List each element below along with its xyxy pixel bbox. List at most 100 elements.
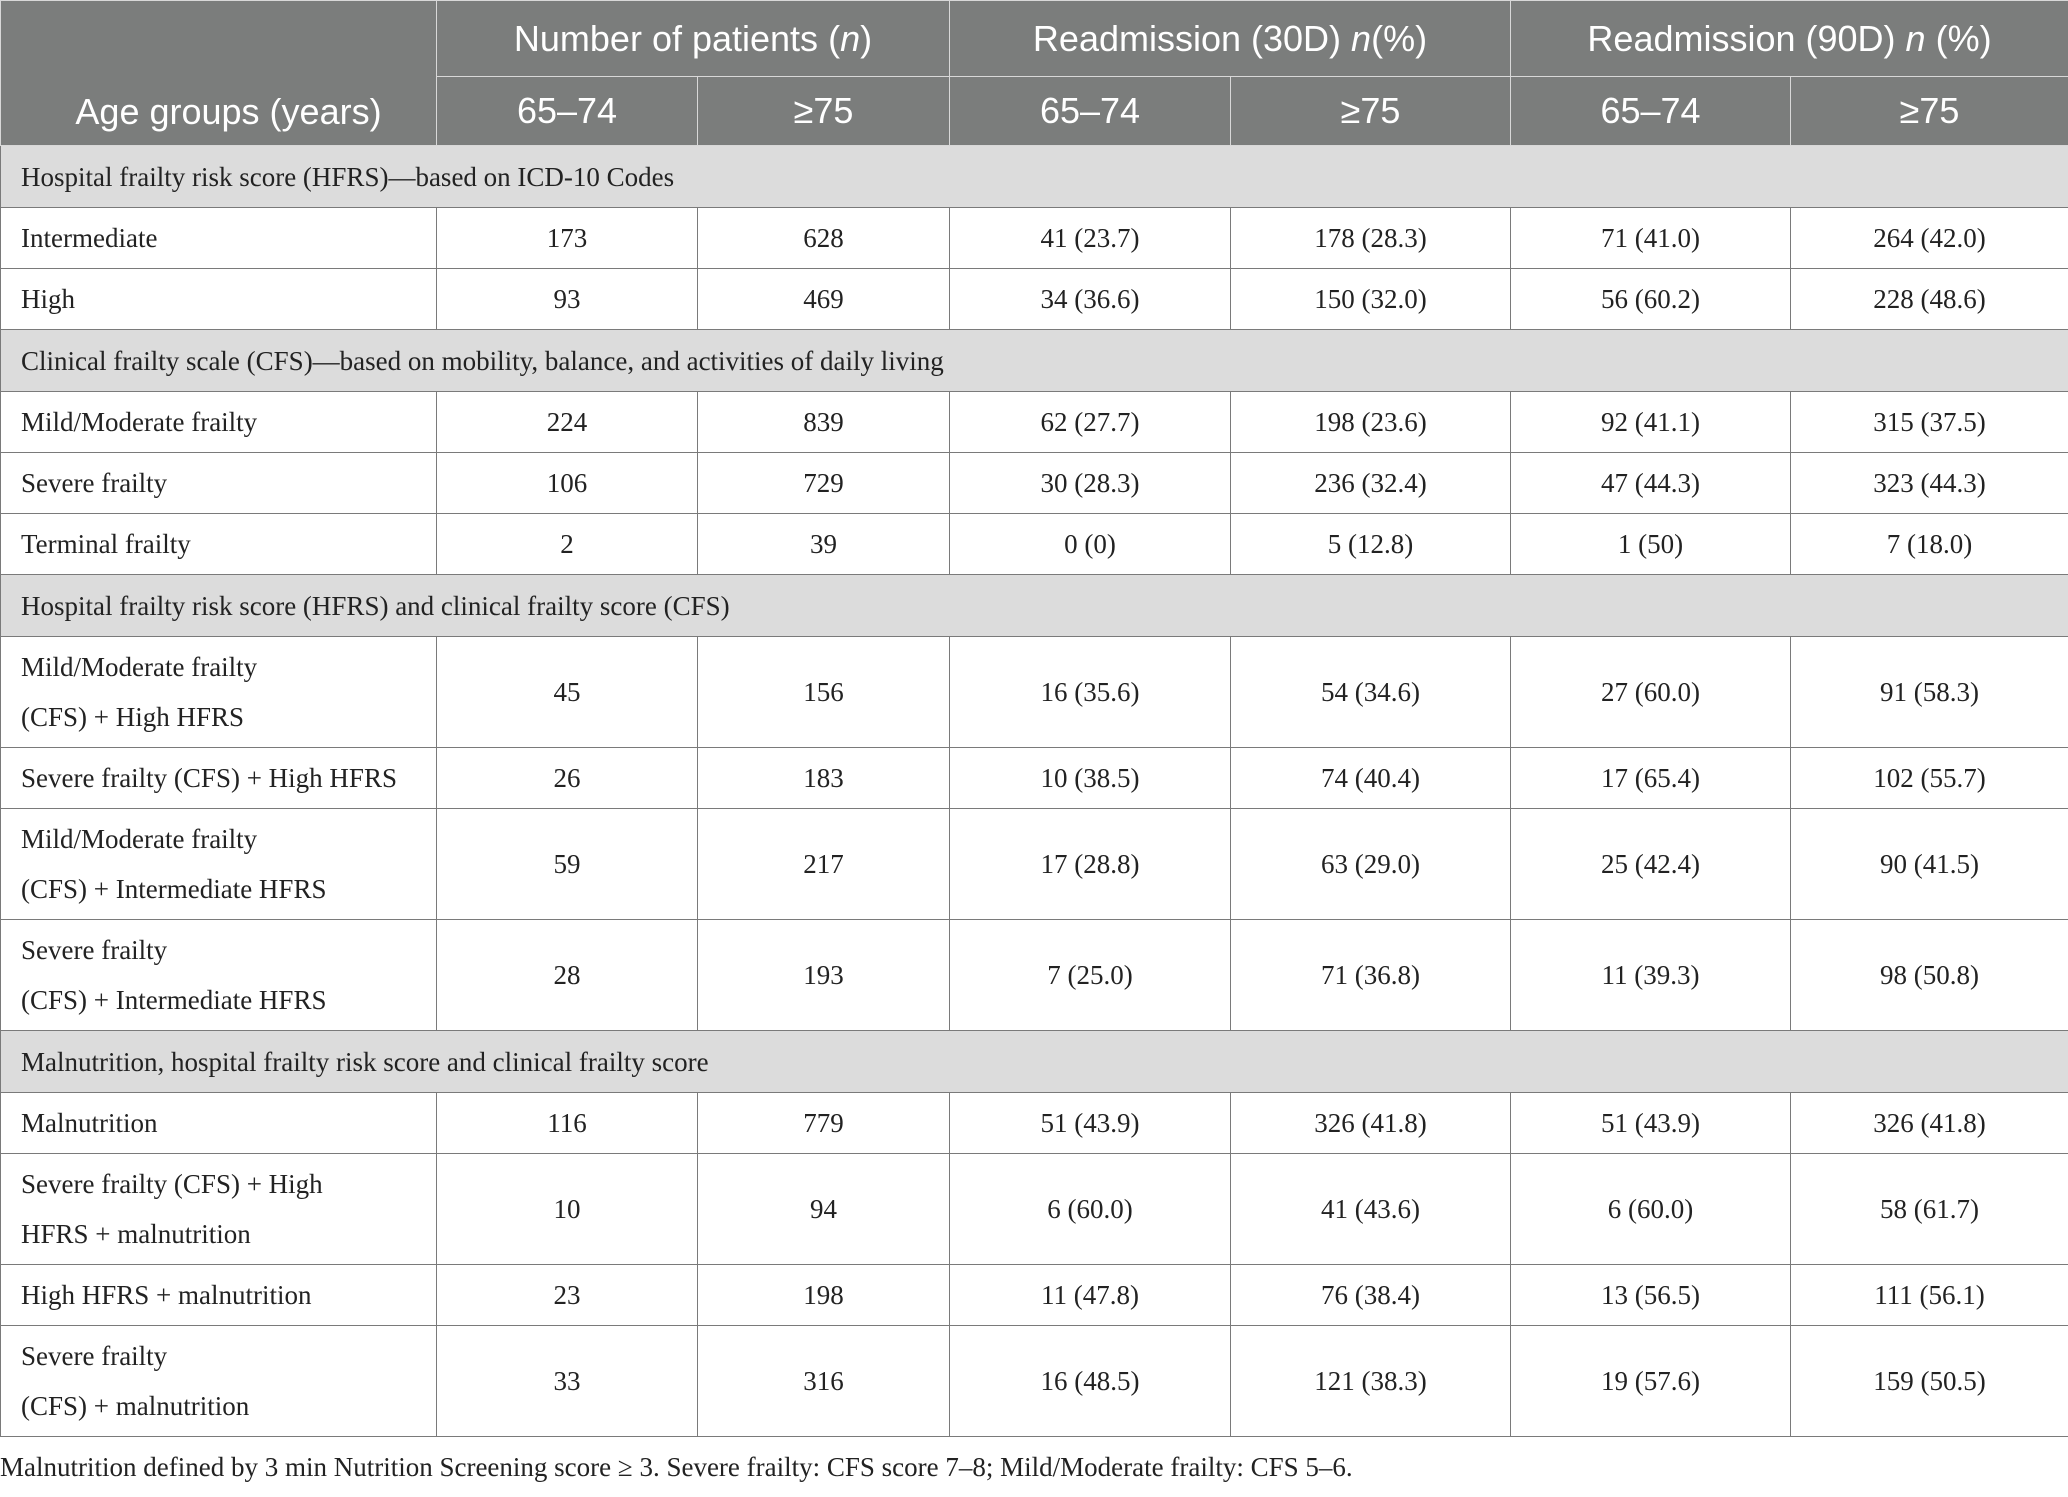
patients-header-n: n (840, 17, 861, 59)
row-label-line: (CFS) + malnutrition (21, 1391, 250, 1421)
patients-header-close: ) (860, 17, 873, 59)
table-cell: 28 (436, 919, 698, 1031)
row-label: Mild/Moderate frailty (CFS) + Intermediat… (0, 808, 437, 920)
row-label: Severe frailty (CFS) + malnutrition (0, 1325, 437, 1437)
patients-header: Number of patients (n) (436, 0, 950, 77)
row-label-line: Malnutrition (21, 1108, 158, 1138)
table-cell: 183 (697, 747, 950, 809)
age-groups-header: Age groups (years) (0, 0, 437, 146)
table-cell: 224 (436, 391, 698, 453)
table-cell: 121 (38.3) (1230, 1325, 1511, 1437)
table-cell: 33 (436, 1325, 698, 1437)
row-label: High (0, 268, 437, 330)
table-row: Mild/Moderate frailty 224 839 62 (27.7) 198 … (0, 391, 2068, 453)
table-cell: 156 (697, 636, 950, 748)
row-label: Severe frailty (CFS) + Intermediate HFRS (0, 919, 437, 1031)
row-label-line: Mild/Moderate frailty (21, 652, 258, 682)
subheader-cell: 65–74 (436, 76, 698, 146)
row-label: Mild/Moderate frailty (CFS) + High HFRS (0, 636, 437, 748)
table-cell: 71 (36.8) (1230, 919, 1511, 1031)
table-cell: 173 (436, 207, 698, 269)
table-cell: 7 (18.0) (1790, 513, 2068, 575)
table-cell: 178 (28.3) (1230, 207, 1511, 269)
r90-header-text: Readmission (90D) (1587, 17, 1906, 59)
row-label-line: High (21, 284, 75, 314)
table-row: Mild/Moderate frailty (CFS) + Intermediat… (0, 808, 2068, 920)
table-cell: 94 (697, 1153, 950, 1265)
subheader-cell: 65–74 (1510, 76, 1791, 146)
table-cell: 16 (48.5) (949, 1325, 1231, 1437)
table-cell: 98 (50.8) (1790, 919, 2068, 1031)
table-cell: 26 (436, 747, 698, 809)
table-cell: 839 (697, 391, 950, 453)
table-cell: 17 (65.4) (1510, 747, 1791, 809)
table-body: Hospital frailty risk score (HFRS)—based… (0, 145, 2068, 1437)
row-label-line: High HFRS + malnutrition (21, 1280, 312, 1310)
row-label: Intermediate (0, 207, 437, 269)
table-cell: 628 (697, 207, 950, 269)
row-label-line: Mild/Moderate frailty (21, 407, 258, 437)
table-row: Terminal frailty 2 39 0 (0) 5 (12.8) 1 (50) 7 … (0, 513, 2068, 575)
subheader-cell: ≥75 (697, 76, 950, 146)
table-cell: 326 (41.8) (1230, 1092, 1511, 1154)
table-row: Severe frailty (CFS) + Intermediate HFRS 2… (0, 919, 2068, 1031)
row-label: Severe frailty (CFS) + High HFRS (0, 747, 437, 809)
r30-header-n: n (1351, 17, 1372, 59)
row-label: Severe frailty (0, 452, 437, 514)
table-cell: 56 (60.2) (1510, 268, 1791, 330)
table-cell: 323 (44.3) (1790, 452, 2068, 514)
table-cell: 0 (0) (949, 513, 1231, 575)
table-cell: 11 (39.3) (1510, 919, 1791, 1031)
table-cell: 34 (36.6) (949, 268, 1231, 330)
table-row: Malnutrition 116 779 51 (43.9) 326 (41.8) 51 … (0, 1092, 2068, 1154)
row-label: Mild/Moderate frailty (0, 391, 437, 453)
footnote: Malnutrition defined by 3 min Nutrition … (0, 1452, 1353, 1482)
table-cell: 2 (436, 513, 698, 575)
table-cell: 19 (57.6) (1510, 1325, 1791, 1437)
table-cell: 93 (436, 268, 698, 330)
table-row: Severe frailty 106 729 30 (28.3) 236 (32.4) 4… (0, 452, 2068, 514)
table-cell: 63 (29.0) (1230, 808, 1511, 920)
table-cell: 45 (436, 636, 698, 748)
row-label-line: Intermediate (21, 223, 158, 253)
section-header-row: Clinical frailty scale (CFS)—based on mo… (0, 329, 2068, 392)
row-label-line: (CFS) + Intermediate HFRS (21, 874, 327, 904)
table-cell: 102 (55.7) (1790, 747, 2068, 809)
table-cell: 39 (697, 513, 950, 575)
section-title: Clinical frailty scale (CFS)—based on mo… (0, 329, 2068, 392)
r30-header-pct: (%) (1371, 17, 1428, 59)
row-label: High HFRS + malnutrition (0, 1264, 437, 1326)
row-label-line: Severe frailty (21, 468, 168, 498)
row-label: Malnutrition (0, 1092, 437, 1154)
table-cell: 58 (61.7) (1790, 1153, 2068, 1265)
table-cell: 150 (32.0) (1230, 268, 1511, 330)
header-row-groups: Age groups (years) Number of patients (n… (0, 0, 2068, 146)
table-cell: 111 (56.1) (1790, 1264, 2068, 1326)
table-header: Age groups (years) Number of patients (n… (0, 0, 2068, 146)
table-cell: 264 (42.0) (1790, 207, 2068, 269)
table-cell: 779 (697, 1092, 950, 1154)
r90-header-n: n (1905, 17, 1926, 59)
table-cell: 5 (12.8) (1230, 513, 1511, 575)
table-cell: 10 (436, 1153, 698, 1265)
header-row-ages: 65–74 ≥75 65–74 ≥75 65–74 ≥75 (1, 76, 2068, 146)
table-cell: 6 (60.0) (949, 1153, 1231, 1265)
row-label: Severe frailty (CFS) + High HFRS + malnut… (0, 1153, 437, 1265)
table-cell: 41 (43.6) (1230, 1153, 1511, 1265)
row-label-line: Severe frailty (CFS) + High HFRS (21, 763, 397, 793)
table-cell: 198 (23.6) (1230, 391, 1511, 453)
table-row: Severe frailty (CFS) + malnutrition 33 316 1… (0, 1325, 2068, 1437)
patients-header-text: Number of patients ( (513, 17, 841, 59)
row-label-line: Severe frailty (CFS) + High (21, 1169, 323, 1199)
table-cell: 47 (44.3) (1510, 452, 1791, 514)
section-header-row: Malnutrition, hospital frailty risk scor… (0, 1030, 2068, 1093)
table-cell: 326 (41.8) (1790, 1092, 2068, 1154)
table-cell: 74 (40.4) (1230, 747, 1511, 809)
readmission-table: Age groups (years) Number of patients (n… (0, 0, 2068, 1437)
table-cell: 71 (41.0) (1510, 207, 1791, 269)
section-header-row: Hospital frailty risk score (HFRS) and c… (0, 574, 2068, 637)
table-cell: 228 (48.6) (1790, 268, 2068, 330)
table-cell: 6 (60.0) (1510, 1153, 1791, 1265)
section-title: Hospital frailty risk score (HFRS)—based… (0, 145, 2068, 208)
subheader-cell: 65–74 (949, 76, 1231, 146)
